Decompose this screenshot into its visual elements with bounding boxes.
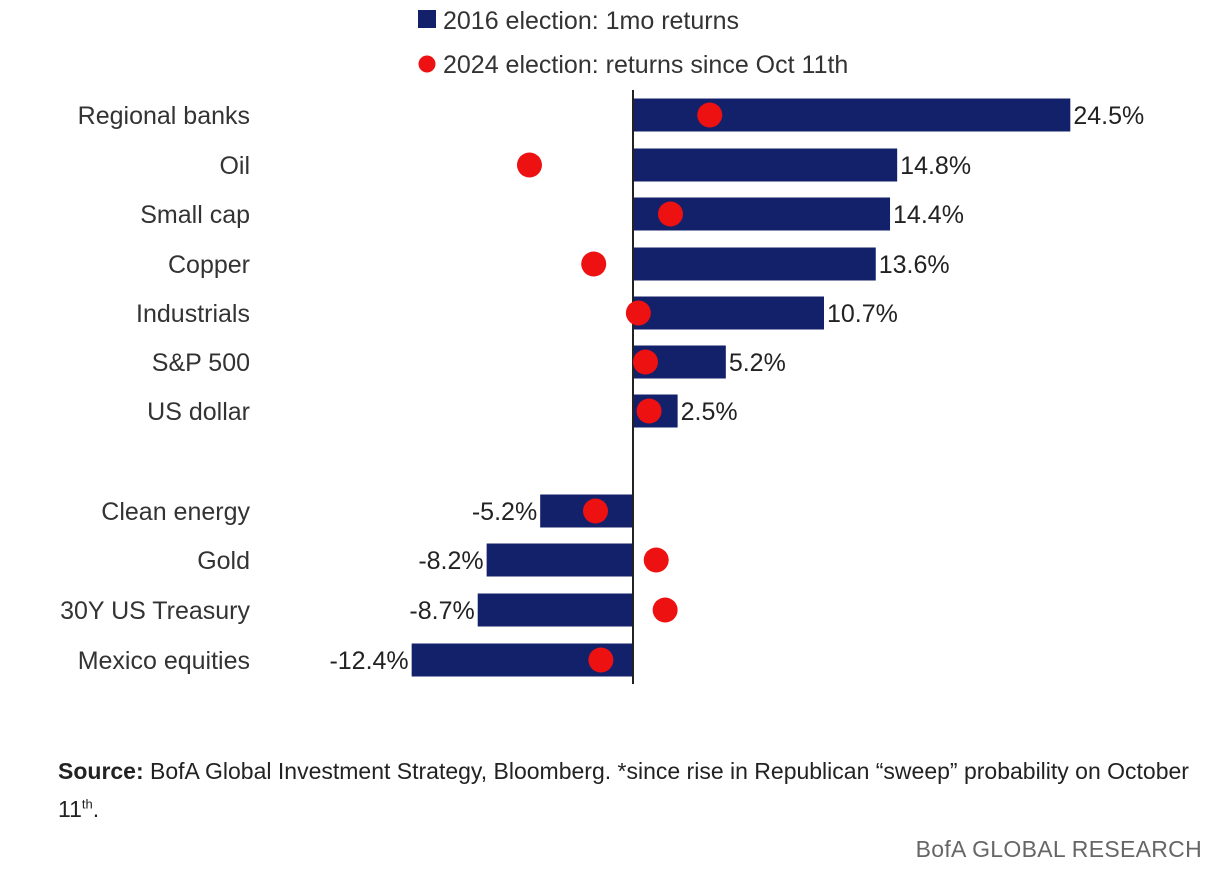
data-point — [632, 349, 658, 375]
data-point — [643, 547, 669, 573]
bar — [633, 247, 876, 281]
chart: 2016 election: 1mo returns 2024 election:… — [60, 7, 1144, 684]
category-label: Small cap — [140, 201, 250, 229]
category-label: Industrials — [136, 300, 250, 328]
data-label: 10.7% — [827, 300, 898, 328]
data-point — [697, 102, 723, 128]
source-end: . — [92, 796, 100, 822]
source-label: Source: — [58, 758, 144, 784]
data-label: -12.4% — [329, 647, 408, 675]
bar — [633, 296, 824, 330]
source-note: Source: BofA Global Investment Strategy,… — [58, 752, 1218, 828]
source-superscript: th — [81, 796, 93, 812]
brand-label: BofA GLOBAL RESEARCH — [915, 836, 1202, 862]
category-label: S&P 500 — [152, 349, 250, 377]
legend-label-dot: 2024 election: returns since Oct 11th — [443, 51, 848, 79]
data-point — [657, 201, 683, 227]
category-label: Copper — [168, 251, 250, 279]
data-label: 5.2% — [729, 349, 786, 377]
source-text: BofA Global Investment Strategy, Bloombe… — [58, 758, 1189, 822]
category-label: US dollar — [147, 398, 250, 426]
data-label: 24.5% — [1073, 102, 1144, 130]
data-label: -5.2% — [472, 498, 537, 526]
bar — [633, 148, 898, 182]
data-label: 14.8% — [900, 152, 971, 180]
data-label: 13.6% — [879, 251, 950, 279]
legend-swatch-dot — [418, 55, 436, 73]
data-label: -8.7% — [409, 597, 474, 625]
data-point — [636, 398, 662, 424]
category-label: Clean energy — [101, 498, 250, 526]
data-label: -8.2% — [418, 547, 483, 575]
legend-label-bar: 2016 election: 1mo returns — [443, 7, 739, 35]
data-label: 14.4% — [893, 201, 964, 229]
category-label: Oil — [219, 152, 250, 180]
category-label: Gold — [197, 547, 250, 575]
category-label: 30Y US Treasury — [60, 597, 250, 625]
category-label: Mexico equities — [78, 647, 250, 675]
data-label: 2.5% — [681, 398, 738, 426]
data-point — [581, 251, 607, 277]
bar — [477, 593, 633, 627]
data-point — [516, 152, 542, 178]
data-point — [588, 647, 614, 673]
bar — [486, 543, 633, 577]
data-point — [625, 300, 651, 326]
data-point — [583, 498, 609, 524]
legend-swatch-bar — [418, 10, 436, 28]
data-point — [652, 597, 678, 623]
category-label: Regional banks — [78, 102, 250, 130]
